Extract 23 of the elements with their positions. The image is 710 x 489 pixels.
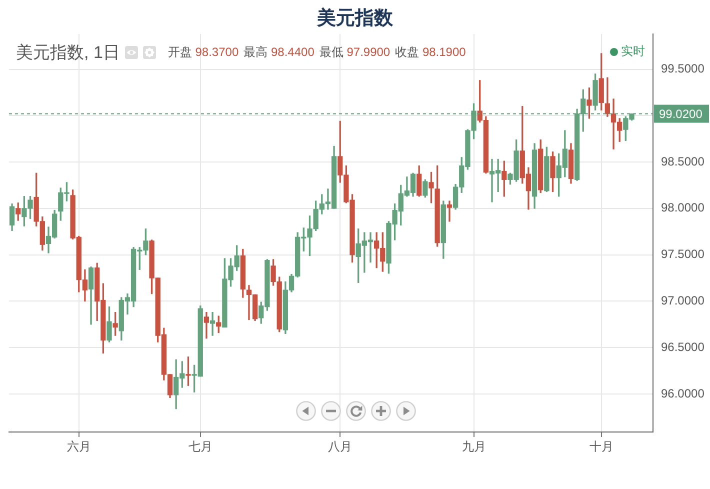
annotation: 开盘 98.3700 xyxy=(168,45,239,59)
y-tick-label: 96.5000 xyxy=(661,340,705,354)
y-tick-label: 98.0000 xyxy=(661,200,705,215)
text: 美元指数, 1日 xyxy=(16,42,120,64)
y-tick-label: 99.5000 xyxy=(661,62,705,76)
y-tick-label: 97.0000 xyxy=(661,294,705,308)
x-tick-label: 十月 xyxy=(589,440,614,454)
x-tick-label: 七月 xyxy=(188,440,212,454)
ref-line-label: 99.0200 xyxy=(659,107,703,122)
y-tick-label: 98.5000 xyxy=(661,154,705,168)
x-tick-label: 六月 xyxy=(66,440,91,454)
y-tick-label: 96.0000 xyxy=(661,386,705,400)
candlestick xyxy=(204,312,210,339)
candlestick xyxy=(446,200,452,222)
candlestick xyxy=(210,312,216,336)
x-tick-label: 八月 xyxy=(328,440,352,454)
x-tick-label: 九月 xyxy=(462,440,486,454)
annotation: 最高 98.4400 xyxy=(244,45,314,59)
chart-title: 美元指数 xyxy=(316,6,394,31)
annotation: 最低 97.9900 xyxy=(319,45,390,59)
annotation: 实时 xyxy=(621,43,645,60)
y-tick-label: 97.5000 xyxy=(661,247,705,262)
annotation: 收盘 98.1900 xyxy=(395,45,466,59)
